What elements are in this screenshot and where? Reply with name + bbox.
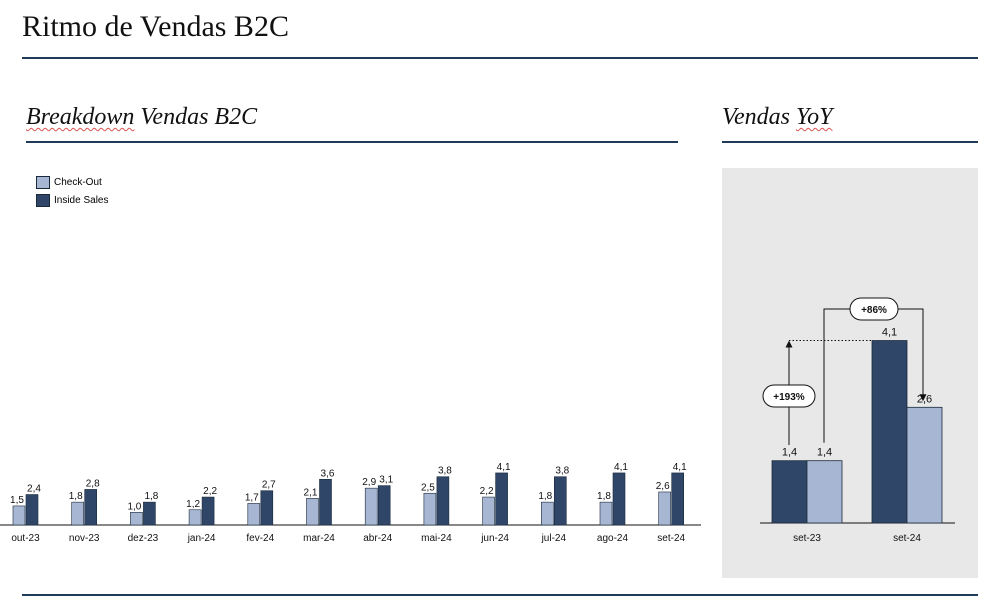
data-label-check-out: 1,2 (186, 499, 200, 510)
x-tick-label: jul-24 (541, 533, 567, 544)
data-label-check-out: 2,9 (362, 477, 376, 488)
data-label-check-out: 1,0 (127, 501, 141, 512)
x-tick-label: nov-23 (69, 533, 100, 544)
data-label-inside-sales: 2,8 (86, 478, 100, 489)
data-label-inside-sales: 3,6 (321, 468, 335, 479)
legend-label-inside-sales: Inside Sales (54, 194, 109, 206)
bar-inside-sales (612, 472, 626, 526)
breakdown-rest: Vendas B2C (140, 104, 258, 130)
bar-check-out (540, 501, 554, 526)
x-tick-label: abr-24 (363, 533, 392, 544)
yoy-x-tick-label: set-24 (893, 533, 921, 544)
x-tick-label: jan-24 (187, 533, 216, 544)
breakdown-section-title: Breakdown Vendas B2C (26, 104, 257, 131)
bar-inside-sales (143, 501, 156, 526)
yoy-data-label-inside-sales: 1,4 (782, 447, 797, 459)
data-label-check-out: 1,8 (597, 491, 611, 502)
bar-check-out (71, 501, 84, 526)
breakdown-word: Breakdown (26, 104, 135, 130)
bar-inside-sales (495, 472, 508, 526)
x-tick-label: out-23 (11, 533, 40, 544)
bar-inside-sales (553, 476, 567, 526)
data-label-check-out: 2,6 (656, 481, 670, 492)
bar-inside-sales (436, 476, 450, 526)
growth-arrowhead-check-out (919, 394, 927, 402)
legend-item-check-out: Check-Out (36, 173, 108, 191)
x-tick-label: set-24 (657, 533, 685, 544)
data-label-check-out: 2,2 (480, 486, 494, 497)
bar-check-out (423, 492, 437, 526)
yoy-bar-check-out (906, 406, 943, 524)
bar-inside-sales (84, 489, 97, 526)
data-label-inside-sales: 2,7 (262, 480, 276, 491)
yoy-data-label-inside-sales: 4,1 (882, 327, 897, 339)
bar-check-out (482, 496, 495, 526)
bar-inside-sales (377, 485, 391, 526)
data-label-inside-sales: 2,4 (27, 484, 41, 495)
bar-inside-sales (319, 478, 332, 526)
yoy-rule (722, 141, 978, 143)
data-label-inside-sales: 1,8 (144, 491, 158, 502)
legend-label-check-out: Check-Out (54, 176, 102, 188)
page-title: Ritmo de Vendas B2C (22, 10, 289, 43)
data-label-inside-sales: 4,1 (614, 462, 628, 473)
x-tick-label: jun-24 (480, 533, 509, 544)
bar-inside-sales (671, 472, 685, 526)
bar-check-out (188, 509, 202, 526)
bar-inside-sales (260, 490, 274, 526)
bar-inside-sales (201, 496, 215, 526)
legend-item-inside-sales: Inside Sales (36, 191, 108, 209)
x-tick-label: fev-24 (246, 533, 274, 544)
growth-arrowhead-inside-sales (785, 340, 793, 348)
data-label-inside-sales: 3,8 (555, 466, 569, 477)
yoy-word-yoy: YoY (796, 104, 833, 130)
yoy-word-vendas: Vendas (722, 104, 790, 130)
badge-inside-sales-growth (762, 384, 816, 408)
data-label-inside-sales: 3,8 (438, 466, 452, 477)
breakdown-rule (26, 141, 678, 143)
bar-inside-sales (25, 494, 39, 526)
bar-check-out (12, 505, 26, 526)
badge-text-check-out-growth: +86% (861, 305, 887, 316)
yoy-bar-inside-sales (871, 340, 908, 524)
data-label-check-out: 2,1 (304, 487, 318, 498)
data-label-inside-sales: 4,1 (497, 462, 511, 473)
bar-check-out (364, 487, 378, 526)
bar-check-out (658, 491, 672, 526)
x-tick-label: dez-23 (128, 533, 159, 544)
badge-check-out-growth (849, 297, 899, 321)
data-label-check-out: 1,7 (245, 492, 259, 503)
bar-check-out (130, 511, 143, 526)
bar-check-out (599, 501, 613, 526)
bottom-rule (22, 594, 978, 596)
yoy-bar-check-out (806, 460, 843, 524)
yoy-x-tick-label: set-23 (793, 533, 821, 544)
chart-legend: Check-Out Inside Sales (36, 173, 108, 209)
legend-swatch-inside-sales (36, 193, 50, 207)
bar-check-out (247, 503, 261, 526)
data-label-check-out: 2,5 (421, 482, 435, 493)
yoy-bar-inside-sales (771, 460, 808, 524)
x-tick-label: mar-24 (303, 533, 335, 544)
bar-check-out (306, 498, 319, 526)
title-rule (22, 57, 978, 59)
data-label-inside-sales: 3,1 (379, 475, 393, 486)
data-label-check-out: 1,8 (538, 491, 552, 502)
data-label-inside-sales: 4,1 (673, 462, 687, 473)
data-label-check-out: 1,5 (10, 495, 24, 506)
badge-text-inside-sales-growth: +193% (773, 392, 805, 403)
x-tick-label: ago-24 (597, 533, 629, 544)
yoy-data-label-check-out: 1,4 (817, 447, 832, 459)
data-label-check-out: 1,8 (69, 491, 83, 502)
data-label-inside-sales: 2,2 (203, 486, 217, 497)
yoy-section-title: Vendas YoY (722, 104, 833, 131)
x-tick-label: mai-24 (421, 533, 452, 544)
legend-swatch-check-out (36, 175, 50, 189)
